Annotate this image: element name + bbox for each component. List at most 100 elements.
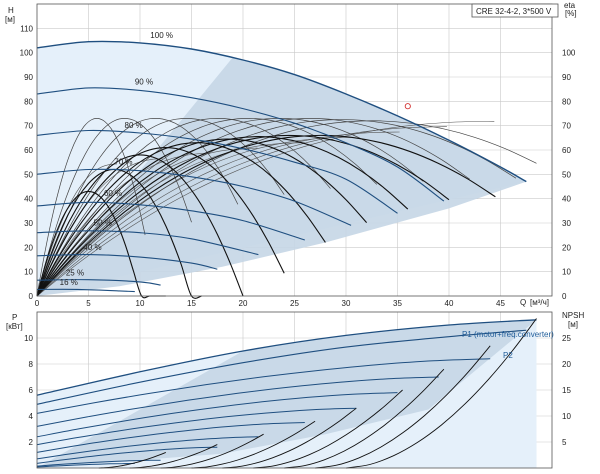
y2-tick-label: 40 — [562, 195, 571, 204]
p-tick-label: 10 — [24, 334, 33, 343]
qh-curve — [36, 87, 445, 202]
y-tick-label: 90 — [24, 73, 33, 82]
y-tick-label: 80 — [24, 97, 33, 106]
p-axis-unit: [кВт] — [6, 322, 23, 331]
y2-tick-label: 100 — [562, 49, 576, 58]
y-tick-label: 20 — [24, 243, 33, 252]
npsh-curve — [98, 451, 166, 469]
speed-label: 16 % — [60, 278, 78, 287]
x-tick-label: 15 — [187, 299, 196, 308]
x-tick-label: 25 — [290, 299, 299, 308]
npsh-curve — [222, 407, 357, 469]
npsh-axis-label: NPSH — [562, 311, 584, 320]
y2-tick-label: 90 — [562, 73, 571, 82]
y-axis-unit: [м] — [5, 15, 15, 24]
power-curve — [36, 459, 161, 467]
x-axis-label: Q — [520, 298, 526, 307]
y-tick-label: 40 — [24, 195, 33, 204]
npsh-curve — [345, 318, 537, 469]
qh-curve — [36, 254, 218, 270]
power-range-dark — [37, 319, 537, 468]
qh-curve — [36, 129, 398, 214]
efficiency-curve — [36, 120, 537, 297]
efficiency-curve — [36, 118, 470, 297]
npsh-curve — [160, 433, 264, 469]
npsh-tick-label: 15 — [562, 386, 571, 395]
system-curve-line — [36, 142, 305, 297]
efficiency-curve — [36, 118, 424, 297]
npsh-axis-unit: [м] — [568, 320, 578, 329]
p1-series-label: P1 (motor+freq.converter) — [462, 330, 554, 339]
y-tick-label: 10 — [24, 268, 33, 277]
operating-range-dark — [37, 57, 527, 297]
qh-curve — [36, 288, 135, 293]
x-tick-label: 0 — [35, 299, 40, 308]
x-tick-label: 20 — [239, 299, 248, 308]
y2-tick-label: 10 — [562, 268, 571, 277]
y2-axis-unit: [%] — [565, 9, 577, 18]
y2-tick-label: 70 — [562, 122, 571, 131]
power-curve — [36, 462, 135, 468]
pump-model-title: CRE 32-4-2, 3*500 V — [476, 7, 552, 16]
x-tick-label: 40 — [445, 299, 454, 308]
p2-series-label: P2 — [503, 351, 513, 360]
efficiency-curve-bold — [36, 147, 285, 297]
power-curve — [36, 436, 259, 460]
p-tick-label: 6 — [29, 386, 34, 395]
plot-frame — [36, 311, 553, 469]
power-curve — [36, 422, 305, 453]
speed-label: 40 % — [83, 243, 101, 252]
p2-curve — [36, 329, 527, 405]
y2-axis-label: eta — [564, 1, 576, 10]
speed-label: 100 % — [150, 31, 173, 40]
system-curve-line — [36, 137, 353, 297]
qh-curve — [36, 201, 305, 241]
y-tick-label: 70 — [24, 122, 33, 131]
efficiency-curve — [36, 118, 192, 297]
y-tick-label: 0 — [29, 292, 34, 301]
y-tick-label: 50 — [24, 170, 33, 179]
pump-model-box: CRE 32-4-2, 3*500 V — [471, 3, 559, 18]
npsh-curve — [315, 345, 491, 469]
npsh-tick-label: 20 — [562, 360, 571, 369]
p-tick-label: 4 — [29, 412, 34, 421]
qh-curve — [36, 230, 259, 256]
npsh-curve — [129, 444, 218, 469]
efficiency-curve-bold — [36, 136, 409, 297]
duty-point-marker — [404, 103, 411, 110]
speed-label: 80 % — [125, 121, 143, 130]
system-curve-line — [36, 131, 400, 297]
power-curve — [36, 376, 439, 427]
y2-tick-label: 20 — [562, 243, 571, 252]
npsh-tick-label: 5 — [562, 438, 567, 447]
y2-tick-label: 60 — [562, 146, 571, 155]
power-curve — [36, 407, 357, 446]
y2-tick-label: 0 — [562, 292, 567, 301]
npsh-tick-label: 10 — [562, 412, 571, 421]
npsh-curve — [253, 389, 403, 469]
efficiency-curve — [36, 118, 331, 297]
speed-label: 70 % — [114, 158, 132, 167]
power-curve — [36, 446, 218, 464]
efficiency-curve — [36, 118, 378, 297]
p-axis-label: P — [12, 313, 17, 322]
x-tick-label: 5 — [86, 299, 91, 308]
speed-label: 50 % — [94, 218, 112, 227]
y2-tick-label: 50 — [562, 170, 571, 179]
p1-curve — [36, 319, 537, 396]
y-axis-label: H — [8, 6, 14, 15]
efficiency-curve — [36, 118, 285, 297]
npsh-tick-label: 25 — [562, 334, 571, 343]
power-curve — [36, 358, 491, 414]
power-npsh-panel: 2 4 6 8 10 5 10 15 20 25 P[кВт] NPSH[м] P1 (motor+fr… — [6, 311, 584, 469]
y2-tick-label: 80 — [562, 97, 571, 106]
speed-label: 60 % — [104, 189, 122, 198]
qh-curve — [36, 40, 527, 183]
efficiency-curve — [36, 119, 517, 297]
efficiency-curve-bold — [36, 134, 450, 297]
efficiency-curve-bold — [36, 142, 326, 297]
power-curve — [36, 392, 398, 438]
x-tick-label: 45 — [496, 299, 505, 308]
system-curve-line — [36, 163, 116, 297]
